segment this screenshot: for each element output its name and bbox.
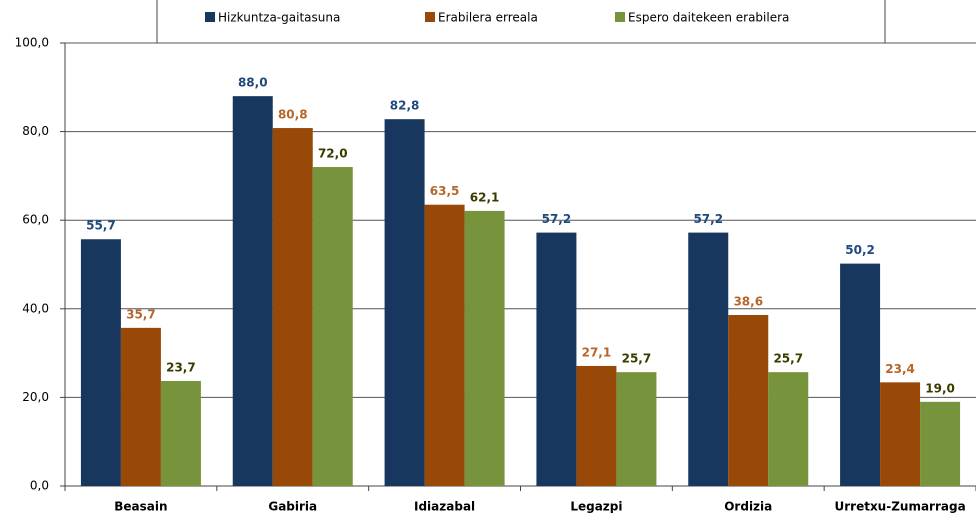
bar	[576, 365, 617, 486]
legend-label: Hizkuntza-gaitasuna	[218, 11, 340, 25]
value-label: 35,7	[126, 307, 156, 321]
bar	[880, 382, 921, 486]
bar	[840, 263, 881, 486]
bar	[920, 401, 961, 486]
value-label: 55,7	[86, 219, 116, 233]
value-label: 27,1	[582, 345, 612, 359]
bar	[272, 128, 313, 486]
bar	[768, 372, 809, 486]
legend-label: Erabilera erreala	[438, 11, 538, 25]
legend-swatch	[425, 12, 435, 22]
value-label: 25,7	[773, 352, 803, 366]
value-label: 88,0	[238, 76, 268, 90]
y-tick-label: 40,0	[22, 301, 49, 315]
bar	[424, 204, 465, 486]
bar	[616, 372, 657, 486]
value-label: 72,0	[318, 147, 348, 161]
value-label: 23,7	[166, 361, 196, 375]
bar	[160, 381, 201, 486]
legend-label: Espero daitekeen erabilera	[628, 11, 789, 25]
y-tick-label: 20,0	[22, 390, 49, 404]
value-label: 50,2	[845, 243, 875, 257]
bar	[232, 96, 273, 486]
bar	[536, 232, 577, 486]
value-label: 57,2	[542, 212, 572, 226]
value-label: 25,7	[622, 352, 652, 366]
bar	[80, 239, 121, 486]
x-tick-label: Urretxu-Zumarraga	[834, 500, 965, 514]
x-tick-label: Idiazabal	[414, 500, 475, 514]
x-tick-label: Legazpi	[570, 500, 622, 514]
x-tick-label: Beasain	[114, 500, 167, 514]
bar	[120, 327, 161, 486]
bar	[384, 119, 425, 487]
bar	[464, 210, 505, 486]
value-label: 62,1	[470, 190, 500, 204]
value-label: 38,6	[733, 295, 763, 309]
value-label: 57,2	[693, 212, 723, 226]
y-tick-label: 80,0	[22, 124, 49, 138]
y-tick-label: 60,0	[22, 213, 49, 227]
value-label: 63,5	[430, 184, 460, 198]
x-tick-label: Ordizia	[724, 500, 772, 514]
bar	[728, 315, 769, 486]
value-label: 19,0	[925, 381, 955, 395]
y-tick-label: 100,0	[15, 36, 49, 50]
value-label: 82,8	[390, 99, 420, 113]
legend-swatch	[205, 12, 215, 22]
y-tick-label: 0,0	[30, 479, 49, 493]
x-tick-label: Gabiria	[268, 500, 317, 514]
value-label: 23,4	[885, 362, 915, 376]
value-label: 80,8	[278, 108, 308, 122]
bar	[312, 167, 353, 487]
legend-swatch	[615, 12, 625, 22]
bar	[688, 232, 729, 486]
